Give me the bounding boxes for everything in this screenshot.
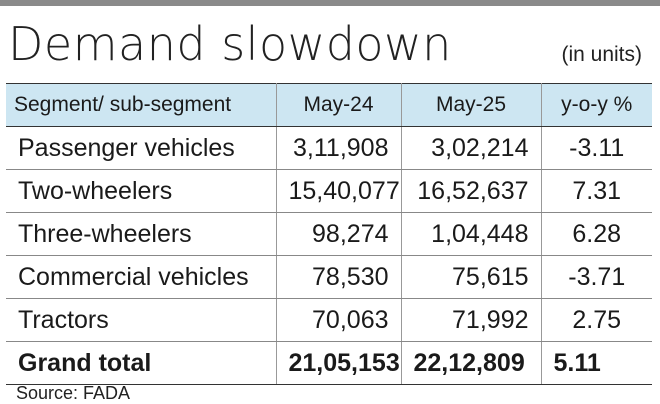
segment-cell: Tractors xyxy=(6,298,277,342)
segment-cell: Three-wheelers xyxy=(6,212,277,256)
total-row: Grand total 21,05,153 22,12,809 5.11 xyxy=(6,341,652,385)
table-body: Passenger vehicles 3,11,908 3,02,214 -3.11 T… xyxy=(6,126,652,342)
total-may24-cell: 21,05,153 xyxy=(276,341,402,385)
may25-cell: 3,02,214 xyxy=(401,126,542,170)
data-table: Segment/ sub-segment May-24 May-25 y-o-y… xyxy=(6,83,652,385)
table-row: Two-wheelers 15,40,077 16,52,637 7.31 xyxy=(6,169,652,213)
yoy-cell: 2.75 xyxy=(541,298,652,342)
total-yoy-cell: 5.11 xyxy=(541,341,652,385)
table-row: Tractors 70,063 71,992 2.75 xyxy=(6,298,652,342)
yoy-cell: -3.11 xyxy=(541,126,652,170)
column-header-may24: May-24 xyxy=(276,83,402,127)
total-label: Grand total xyxy=(6,341,277,385)
chart-title: Demand slowdown xyxy=(8,17,452,71)
may24-cell: 70,063 xyxy=(276,298,402,342)
may25-cell: 75,615 xyxy=(401,255,542,299)
yoy-cell: -3.71 xyxy=(541,255,652,299)
column-header-may25: May-25 xyxy=(401,83,542,127)
may25-cell: 71,992 xyxy=(401,298,542,342)
table-row: Three-wheelers 98,274 1,04,448 6.28 xyxy=(6,212,652,256)
segment-cell: Two-wheelers xyxy=(6,169,277,213)
may24-cell: 3,11,908 xyxy=(276,126,402,170)
table-footer: Grand total 21,05,153 22,12,809 5.11 xyxy=(6,341,652,385)
unit-note: (in units) xyxy=(561,43,642,66)
may24-cell: 15,40,077 xyxy=(276,169,402,213)
column-header-yoy: y-o-y % xyxy=(541,83,652,127)
header-row: Segment/ sub-segment May-24 May-25 y-o-y… xyxy=(6,83,652,127)
top-rule xyxy=(0,0,660,6)
table-row: Commercial vehicles 78,530 75,615 -3.71 xyxy=(6,255,652,299)
yoy-cell: 7.31 xyxy=(541,169,652,213)
may24-cell: 98,274 xyxy=(276,212,402,256)
segment-cell: Commercial vehicles xyxy=(6,255,277,299)
may24-cell: 78,530 xyxy=(276,255,402,299)
column-header-segment: Segment/ sub-segment xyxy=(6,83,277,127)
table-header: Segment/ sub-segment May-24 May-25 y-o-y… xyxy=(6,83,652,127)
yoy-cell: 6.28 xyxy=(541,212,652,256)
may25-cell: 16,52,637 xyxy=(401,169,542,213)
may25-cell: 1,04,448 xyxy=(401,212,542,256)
source-note: Source: FADA xyxy=(16,383,131,403)
segment-cell: Passenger vehicles xyxy=(6,126,277,170)
total-may25-cell: 22,12,809 xyxy=(401,341,542,385)
table-row: Passenger vehicles 3,11,908 3,02,214 -3.11 xyxy=(6,126,652,170)
